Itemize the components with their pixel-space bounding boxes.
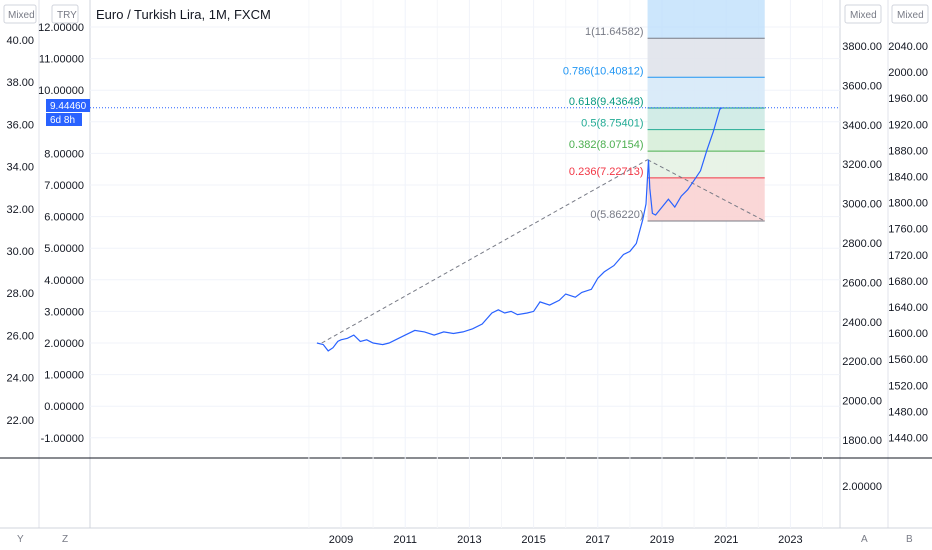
lower-pane-axis-label: 2.00000 bbox=[842, 481, 882, 493]
right-axis-b-label: 1720.00 bbox=[888, 250, 928, 262]
right-axis-a-label: 3800.00 bbox=[842, 41, 882, 53]
x-tick-label: 2015 bbox=[521, 534, 545, 546]
right-axis-a-label: 3600.00 bbox=[842, 80, 882, 92]
mixed-right-button-2[interactable] bbox=[891, 4, 929, 24]
right-axis-b-label: 2040.00 bbox=[888, 41, 928, 53]
right-axis-a-label: 3000.00 bbox=[842, 199, 882, 211]
x-tick-label: 2017 bbox=[586, 534, 610, 546]
right-axis-b-label: 2000.00 bbox=[888, 67, 928, 79]
right-axis-b-label: 1840.00 bbox=[888, 172, 928, 184]
bottom-button-b[interactable]: B bbox=[906, 534, 913, 545]
axes: 2009 2011 2013 2015 2017 2019 2021 2023 12.00000… bbox=[6, 22, 928, 546]
price-axis-label: 8.00000 bbox=[44, 148, 84, 160]
right-axis-b-label: 1440.00 bbox=[888, 433, 928, 445]
price-series-line bbox=[316, 107, 723, 352]
fib-level-label: 0.382(8.07154) bbox=[569, 139, 644, 151]
right-axis-b-label: 1680.00 bbox=[888, 276, 928, 288]
trend-line bbox=[321, 159, 648, 344]
right-axis-b-label: 1640.00 bbox=[888, 302, 928, 314]
price-badge bbox=[46, 99, 90, 112]
x-tick-label: 2011 bbox=[393, 534, 417, 546]
left-axis-label: 36.00 bbox=[6, 119, 34, 131]
right-axis-a-label: 2600.00 bbox=[842, 277, 882, 289]
left-axis-label: 26.00 bbox=[6, 330, 34, 342]
x-tick-label: 2009 bbox=[329, 534, 353, 546]
trend-line bbox=[647, 159, 765, 222]
price-axis-label: 3.00000 bbox=[44, 306, 84, 318]
price-axis-label: -1.00000 bbox=[41, 433, 84, 445]
x-tick-label: 2021 bbox=[714, 534, 738, 546]
fib-zone bbox=[647, 38, 765, 78]
price-axis-label: 5.00000 bbox=[44, 243, 84, 255]
right-axis-b-label: 1560.00 bbox=[888, 354, 928, 366]
right-axis-a-label: 2400.00 bbox=[842, 317, 882, 329]
price-axis-label: 11.00000 bbox=[39, 54, 84, 66]
fib-zone bbox=[647, 151, 765, 178]
currency-label: TRY bbox=[57, 10, 77, 21]
fib-zone bbox=[647, 177, 765, 221]
bottom-button-a[interactable]: A bbox=[861, 534, 868, 545]
left-axis-label: 34.00 bbox=[6, 162, 34, 174]
fib-level-label: 0(5.86220) bbox=[590, 209, 643, 221]
currency-button[interactable] bbox=[51, 4, 79, 24]
right-axis-b-label: 1600.00 bbox=[888, 328, 928, 340]
right-axis-a-label: 1800.00 bbox=[842, 435, 882, 447]
right-axis-b-label: 1800.00 bbox=[888, 198, 928, 210]
x-tick-label: 2013 bbox=[457, 534, 481, 546]
price-axis-label: 0.00000 bbox=[44, 401, 84, 413]
fib-zone bbox=[647, 108, 765, 130]
price-badge-value: 9.44460 bbox=[50, 101, 87, 112]
fib-level-label: 0.236(7.22713) bbox=[569, 166, 644, 178]
right-axis-a-label: 3400.00 bbox=[842, 120, 882, 132]
right-axis-a-label: 3200.00 bbox=[842, 159, 882, 171]
left-axis-label: 38.00 bbox=[6, 77, 34, 89]
x-tick-label: 2019 bbox=[650, 534, 674, 546]
x-tick-label: 2023 bbox=[778, 534, 802, 546]
price-axis-label: 10.00000 bbox=[38, 85, 84, 97]
right-axis-a-label: 2000.00 bbox=[842, 396, 882, 408]
mixed-right-label-1: Mixed bbox=[850, 10, 877, 21]
fib-zone bbox=[647, 77, 765, 109]
countdown-badge bbox=[46, 113, 82, 126]
chart-title: Euro / Turkish Lira, 1M, FXCM bbox=[96, 7, 271, 22]
fib-zone-extension bbox=[647, 0, 765, 39]
bottom-button-y[interactable]: Y bbox=[17, 534, 24, 545]
mixed-left-label: Mixed bbox=[8, 10, 35, 21]
fib-level-label: 0.618(9.43648) bbox=[569, 96, 644, 108]
left-axis-label: 32.00 bbox=[6, 204, 34, 216]
right-axis-a-label: 2200.00 bbox=[842, 356, 882, 368]
right-axis-a-label: 2800.00 bbox=[842, 238, 882, 250]
right-axis-b-label: 1920.00 bbox=[888, 119, 928, 131]
trend-lines[interactable] bbox=[90, 107, 840, 344]
left-axis-label: 28.00 bbox=[6, 288, 34, 300]
left-axis-label: 30.00 bbox=[6, 246, 34, 258]
mixed-right-button-1[interactable] bbox=[844, 4, 882, 24]
price-axis-label: 1.00000 bbox=[44, 370, 84, 382]
right-axis-b-label: 1520.00 bbox=[888, 380, 928, 392]
fib-level-label: 1(11.64582) bbox=[585, 26, 644, 38]
fib-level-label: 0.786(10.40812) bbox=[563, 65, 644, 77]
right-axis-b-label: 1760.00 bbox=[888, 224, 928, 236]
right-axis-b-label: 1480.00 bbox=[888, 406, 928, 418]
countdown-value: 6d 8h bbox=[50, 115, 75, 126]
price-axis-label: 7.00000 bbox=[44, 180, 84, 192]
price-axis-label: 4.00000 bbox=[44, 275, 84, 287]
fib-retracement[interactable]: 1(11.64582) 0.786(10.40812) 0.618(9.43648)… bbox=[563, 0, 765, 222]
bottom-button-z[interactable]: Z bbox=[62, 534, 68, 545]
mixed-left-button[interactable] bbox=[3, 4, 37, 24]
right-axis-b-label: 1960.00 bbox=[888, 93, 928, 105]
series-line bbox=[316, 107, 723, 352]
left-axis-label: 22.00 bbox=[6, 415, 34, 427]
fib-level-label: 0.5(8.75401) bbox=[581, 118, 643, 130]
fib-zone bbox=[647, 129, 765, 152]
left-axis-label: 24.00 bbox=[6, 373, 34, 385]
right-axis-b-label: 1880.00 bbox=[888, 145, 928, 157]
left-axis-label: 40.00 bbox=[6, 35, 34, 47]
price-axis-label: 12.00000 bbox=[38, 22, 84, 34]
mixed-right-label-2: Mixed bbox=[897, 10, 924, 21]
price-axis-label: 2.00000 bbox=[44, 338, 84, 350]
price-axis-label: 6.00000 bbox=[44, 212, 84, 224]
